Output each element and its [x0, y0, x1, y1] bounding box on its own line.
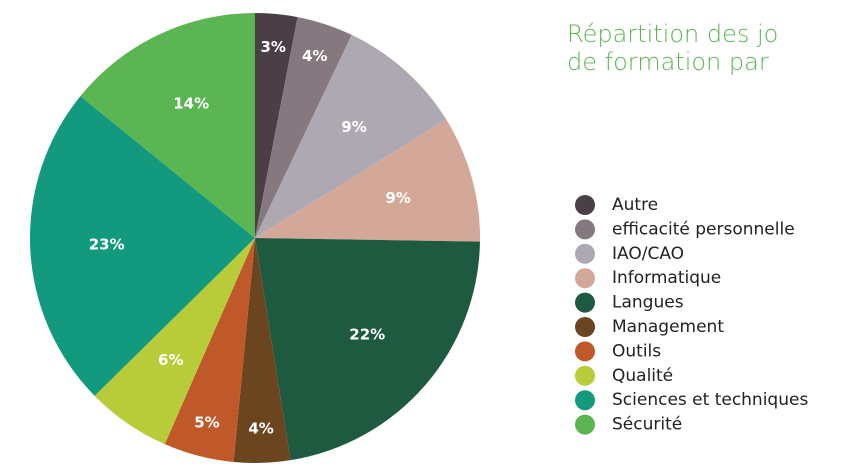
legend-label: Qualité — [612, 366, 673, 386]
pie-slice — [255, 13, 298, 238]
legend-label: Sciences et techniques — [612, 390, 808, 410]
legend-label: Langues — [612, 293, 684, 313]
data-label: 9% — [385, 189, 410, 207]
pie-slice — [94, 238, 255, 445]
data-label: 4% — [248, 420, 273, 438]
legend-swatch — [575, 365, 595, 386]
legend-label: IAO/CAO — [612, 244, 684, 264]
legend-swatch — [575, 243, 595, 264]
legend-label: Autre — [612, 195, 658, 215]
legend-label: Informatique — [612, 268, 721, 288]
legend-swatch — [575, 317, 595, 337]
pie-slice — [80, 13, 256, 238]
data-label: 9% — [341, 118, 366, 136]
data-label: 5% — [194, 414, 219, 432]
pie-slice — [164, 238, 255, 462]
data-label: 6% — [158, 351, 183, 369]
legend-label: Sécurité — [612, 415, 682, 435]
pie-slice — [30, 96, 256, 396]
legend-label: Management — [612, 317, 724, 337]
legend-swatch — [575, 292, 595, 313]
pie-slice — [255, 17, 352, 239]
pie-slice — [255, 119, 480, 242]
data-label: 14% — [173, 94, 209, 112]
pie-slice — [233, 238, 291, 463]
legend-label: Outils — [612, 341, 661, 361]
legend-label: efficacité personnelle — [612, 219, 795, 239]
chart-title: de formation par — [567, 48, 769, 76]
legend-swatch — [575, 390, 595, 411]
data-label: 23% — [89, 236, 125, 254]
legend-swatch — [575, 195, 595, 215]
legend-swatch — [575, 414, 595, 435]
data-label: 3% — [260, 38, 285, 56]
legend-swatch — [575, 268, 595, 289]
legend-swatch — [575, 219, 595, 240]
data-label: 22% — [349, 326, 385, 344]
pie-slice — [255, 238, 480, 461]
chart-title: Répartition des jo — [567, 20, 778, 48]
legend-swatch — [575, 341, 595, 362]
pie-slice — [255, 34, 447, 239]
data-label: 4% — [302, 47, 327, 65]
